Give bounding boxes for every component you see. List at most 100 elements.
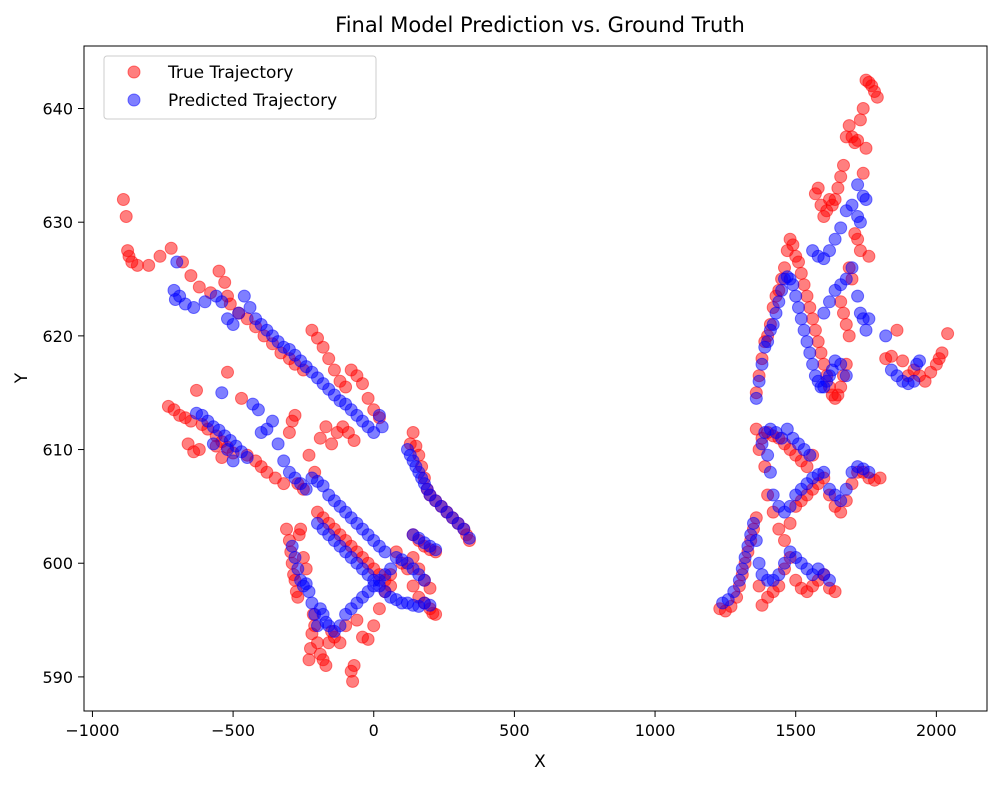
- true-point-36: [361, 391, 375, 405]
- true-point-6: [142, 258, 156, 272]
- y-tick-label: 590: [42, 668, 73, 687]
- predicted-point-185: [763, 465, 777, 479]
- true-point-85: [291, 590, 305, 604]
- true-point-235: [786, 238, 800, 252]
- y-axis: 590 600 610 620 630 640: [42, 100, 84, 687]
- predicted-point-252: [823, 295, 836, 309]
- true-point-1: [119, 210, 133, 223]
- predicted-point-233: [834, 357, 848, 371]
- true-point-30: [327, 363, 341, 377]
- true-point-87: [294, 522, 308, 536]
- predicted-point-8: [215, 295, 229, 309]
- predicted-point-222: [800, 335, 814, 349]
- predicted-point-234: [839, 369, 853, 383]
- predicted-point-218: [789, 289, 803, 303]
- series-predicted-trajectory: [167, 178, 926, 638]
- predicted-point-203: [862, 465, 876, 479]
- true-point-291: [884, 349, 898, 363]
- predicted-point-199: [839, 482, 853, 496]
- true-point-264: [834, 170, 848, 184]
- true-point-243: [808, 323, 822, 337]
- true-point-107: [350, 613, 364, 627]
- predicted-point-10: [226, 318, 240, 331]
- predicted-point-53: [271, 437, 285, 451]
- predicted-point-186: [766, 488, 780, 502]
- true-point-240: [800, 289, 814, 303]
- y-tick-label: 630: [42, 213, 73, 232]
- true-point-71: [347, 434, 361, 447]
- predicted-point-189: [783, 499, 797, 513]
- predicted-point-264: [907, 374, 921, 388]
- true-point-271: [853, 113, 867, 127]
- true-point-252: [834, 380, 848, 394]
- true-point-221: [873, 471, 887, 485]
- predicted-point-58: [299, 482, 313, 496]
- predicted-point-155: [738, 551, 752, 564]
- x-axis-label: X: [534, 752, 546, 772]
- x-tick-label: 500: [499, 721, 530, 740]
- predicted-point-210: [766, 318, 780, 331]
- legend-marker-predicted: [127, 93, 141, 107]
- predicted-point-224: [806, 357, 820, 371]
- y-tick-label: 640: [42, 100, 73, 119]
- predicted-point-183: [755, 437, 769, 451]
- true-point-5: [130, 258, 144, 272]
- predicted-point-152: [727, 585, 741, 599]
- predicted-point-173: [823, 573, 836, 587]
- true-point-32: [339, 380, 353, 394]
- true-point-98: [319, 659, 333, 672]
- true-point-245: [814, 346, 828, 360]
- true-point-7: [153, 249, 167, 263]
- true-point-293: [896, 354, 910, 368]
- predicted-point-158: [747, 516, 760, 530]
- x-tick-label: 0: [369, 721, 379, 740]
- predicted-point-83: [302, 585, 316, 599]
- predicted-point-11: [232, 306, 246, 320]
- points-layer: [116, 73, 955, 688]
- predicted-point-153: [732, 573, 746, 587]
- true-point-272: [856, 102, 870, 115]
- predicted-point-251: [828, 283, 842, 297]
- predicted-point-160: [752, 556, 766, 570]
- true-point-244: [811, 335, 825, 349]
- predicted-point-221: [797, 323, 811, 337]
- predicted-point-253: [817, 306, 831, 320]
- true-point-239: [797, 278, 811, 292]
- true-point-267: [842, 119, 856, 133]
- predicted-point-72: [378, 545, 392, 559]
- predicted-point-79: [291, 562, 305, 576]
- predicted-point-52: [266, 414, 279, 428]
- predicted-point-5: [187, 301, 201, 314]
- predicted-point-223: [803, 346, 817, 360]
- predicted-point-247: [859, 193, 873, 206]
- predicted-point-145: [429, 543, 443, 557]
- predicted-point-6: [198, 295, 212, 309]
- true-point-105: [346, 674, 360, 688]
- true-point-278: [859, 141, 873, 155]
- true-point-270: [851, 133, 865, 147]
- true-point-29: [322, 352, 336, 366]
- true-point-35: [356, 377, 369, 391]
- true-point-106: [347, 659, 361, 672]
- predicted-point-154: [735, 562, 749, 576]
- true-point-286: [834, 295, 848, 309]
- predicted-point-212: [772, 295, 786, 309]
- true-point-51: [235, 391, 248, 405]
- y-tick-label: 610: [42, 441, 73, 460]
- true-point-283: [853, 244, 867, 258]
- true-point-241: [803, 301, 817, 314]
- true-point-214: [834, 505, 848, 519]
- true-point-292: [890, 323, 904, 337]
- true-point-196: [800, 460, 814, 474]
- true-point-279: [856, 166, 870, 180]
- predicted-point-77: [285, 539, 299, 553]
- predicted-point-101: [384, 562, 398, 576]
- true-point-13: [212, 264, 226, 278]
- predicted-point-164: [772, 568, 786, 582]
- true-point-242: [806, 312, 820, 326]
- true-point-237: [792, 255, 805, 269]
- predicted-point-239: [828, 232, 842, 246]
- predicted-point-78: [288, 551, 302, 564]
- predicted-point-245: [851, 178, 865, 192]
- predicted-point-149: [417, 573, 431, 587]
